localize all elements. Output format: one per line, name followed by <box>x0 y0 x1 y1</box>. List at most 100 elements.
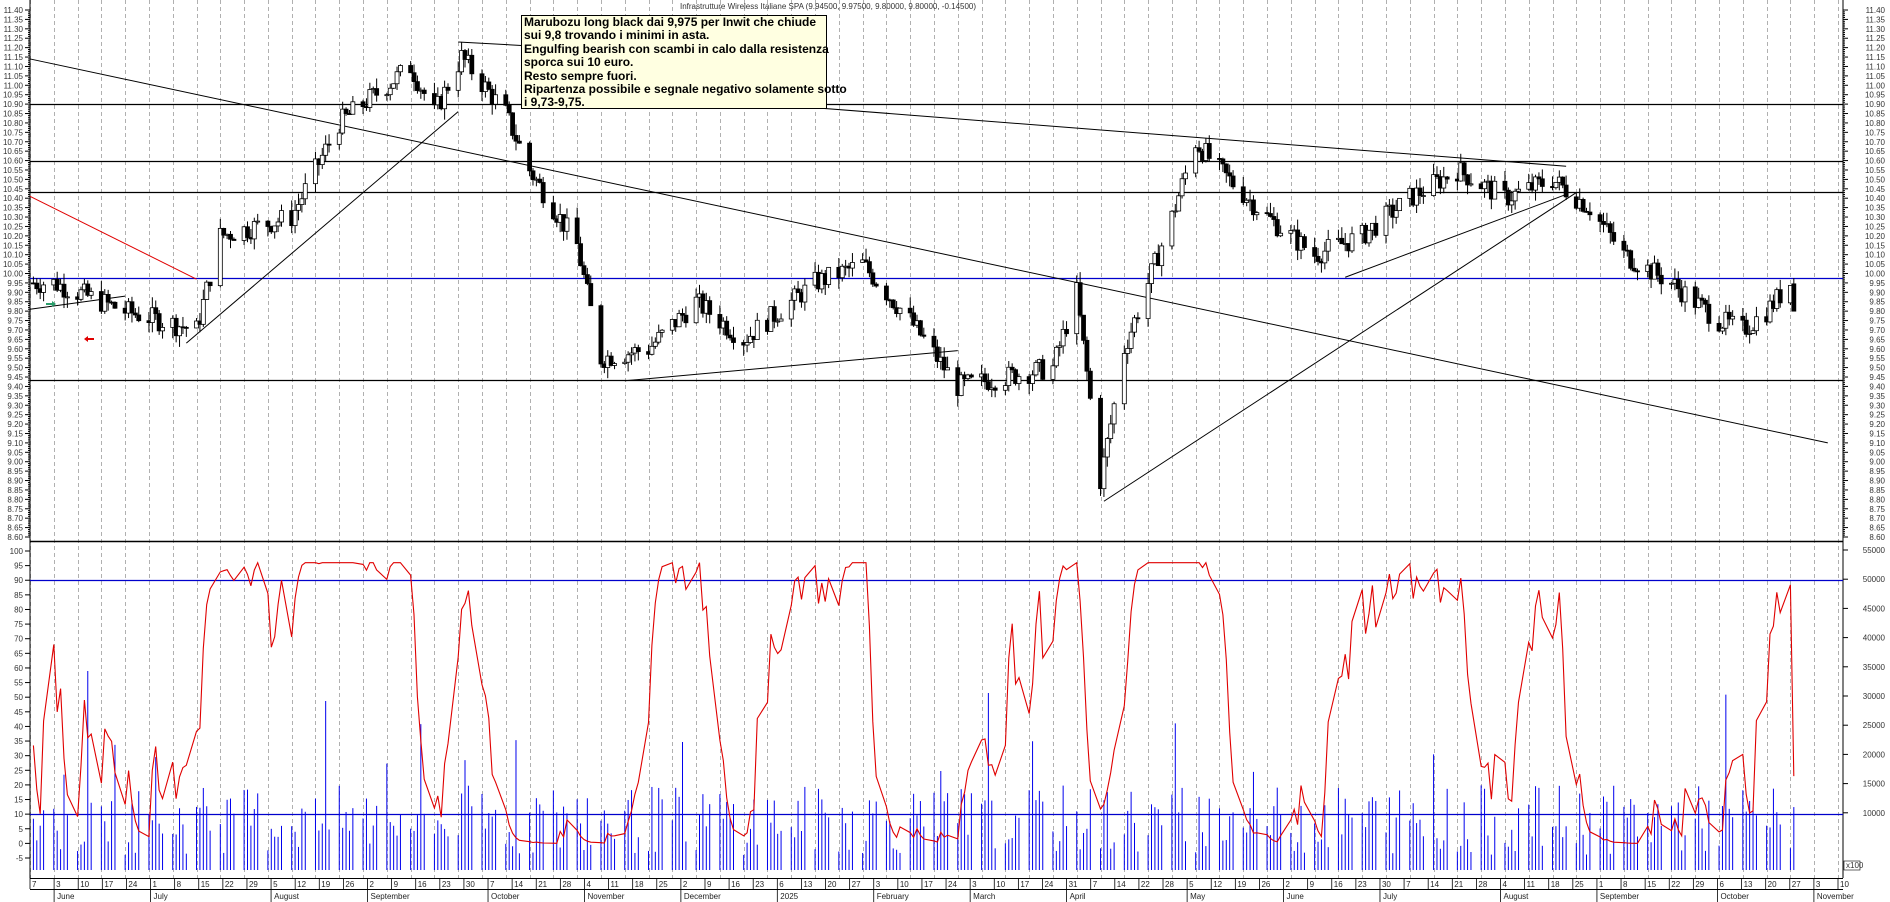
svg-text:6: 6 <box>1719 880 1724 889</box>
svg-text:30: 30 <box>14 752 23 761</box>
svg-text:9.75: 9.75 <box>1869 317 1885 326</box>
svg-text:11.35: 11.35 <box>1866 15 1886 24</box>
svg-text:8.75: 8.75 <box>1869 505 1885 514</box>
svg-text:8.90: 8.90 <box>7 477 23 486</box>
svg-text:7: 7 <box>1406 880 1411 889</box>
svg-text:0: 0 <box>19 839 24 848</box>
svg-text:27: 27 <box>1792 880 1801 889</box>
svg-text:9.50: 9.50 <box>7 364 23 373</box>
svg-text:9: 9 <box>1310 880 1315 889</box>
svg-text:24: 24 <box>1044 880 1053 889</box>
svg-text:30000: 30000 <box>1863 692 1886 701</box>
svg-text:10.65: 10.65 <box>1865 147 1886 156</box>
svg-text:October: October <box>1720 892 1749 901</box>
svg-text:11.10: 11.10 <box>4 62 24 71</box>
svg-text:9.70: 9.70 <box>1869 326 1885 335</box>
svg-text:10.85: 10.85 <box>3 110 24 119</box>
svg-text:8.80: 8.80 <box>7 495 23 504</box>
annotation-line: Ripartenza possibile e segnale negativo … <box>524 82 847 97</box>
svg-text:20: 20 <box>1768 880 1777 889</box>
svg-text:November: November <box>587 892 624 901</box>
svg-text:10.20: 10.20 <box>1865 232 1886 241</box>
svg-text:10.55: 10.55 <box>3 166 24 175</box>
buy-arrow-icon <box>46 301 56 307</box>
svg-text:25: 25 <box>659 880 668 889</box>
svg-text:45000: 45000 <box>1863 604 1886 613</box>
svg-text:10.50: 10.50 <box>3 175 24 184</box>
svg-text:14: 14 <box>1430 880 1439 889</box>
svg-text:9.40: 9.40 <box>7 382 23 391</box>
svg-text:10.60: 10.60 <box>3 157 24 166</box>
svg-text:9: 9 <box>394 880 399 889</box>
svg-text:31: 31 <box>1069 880 1078 889</box>
svg-text:August: August <box>1504 892 1530 901</box>
svg-text:15: 15 <box>14 796 23 805</box>
svg-text:15: 15 <box>1647 880 1656 889</box>
svg-text:10.50: 10.50 <box>1865 175 1886 184</box>
svg-text:8.70: 8.70 <box>1869 514 1885 523</box>
svg-text:11.25: 11.25 <box>1866 34 1886 43</box>
svg-text:8.95: 8.95 <box>7 467 23 476</box>
svg-text:11.30: 11.30 <box>4 25 24 34</box>
svg-text:24: 24 <box>128 880 137 889</box>
svg-text:50000: 50000 <box>1863 575 1886 584</box>
svg-text:February: February <box>877 892 909 901</box>
svg-text:7: 7 <box>1093 880 1098 889</box>
oscillator-line <box>32 561 1795 844</box>
svg-text:11.40: 11.40 <box>4 6 24 15</box>
svg-text:4: 4 <box>586 880 591 889</box>
svg-text:95: 95 <box>14 562 23 571</box>
svg-text:25: 25 <box>14 766 23 775</box>
svg-text:14: 14 <box>514 880 523 889</box>
svg-text:40000: 40000 <box>1863 634 1886 643</box>
svg-text:20: 20 <box>14 781 23 790</box>
svg-text:11: 11 <box>1527 880 1536 889</box>
svg-text:8.60: 8.60 <box>1869 533 1885 542</box>
svg-text:1: 1 <box>153 880 158 889</box>
svg-text:10.90: 10.90 <box>3 100 24 109</box>
svg-text:11.00: 11.00 <box>4 81 24 90</box>
svg-text:19: 19 <box>1237 880 1246 889</box>
svg-text:8.85: 8.85 <box>1869 486 1885 495</box>
svg-text:27: 27 <box>852 880 861 889</box>
svg-text:8.95: 8.95 <box>1869 467 1885 476</box>
svg-text:3: 3 <box>876 880 881 889</box>
svg-text:5: 5 <box>273 880 278 889</box>
svg-text:9.60: 9.60 <box>1869 345 1885 354</box>
svg-text:9.80: 9.80 <box>7 307 23 316</box>
svg-text:9.35: 9.35 <box>1869 392 1885 401</box>
svg-text:9.25: 9.25 <box>7 411 23 420</box>
grid <box>30 0 1839 878</box>
svg-text:10.75: 10.75 <box>1865 128 1886 137</box>
svg-text:1: 1 <box>1599 880 1604 889</box>
svg-text:10: 10 <box>14 810 23 819</box>
svg-text:22: 22 <box>1141 880 1150 889</box>
svg-text:10.25: 10.25 <box>3 222 24 231</box>
chart-title: Infrastrutture Wireless Italiane SPA (9.… <box>680 2 977 11</box>
svg-text:10: 10 <box>1840 880 1849 889</box>
svg-text:7: 7 <box>32 880 37 889</box>
svg-text:18: 18 <box>635 880 644 889</box>
svg-text:4: 4 <box>1503 880 1508 889</box>
svg-text:35000: 35000 <box>1863 663 1886 672</box>
svg-text:26: 26 <box>345 880 354 889</box>
svg-text:10.75: 10.75 <box>3 128 24 137</box>
svg-text:70: 70 <box>14 635 23 644</box>
svg-text:11.20: 11.20 <box>1866 44 1886 53</box>
svg-text:11.30: 11.30 <box>1866 25 1886 34</box>
svg-text:11.25: 11.25 <box>4 34 24 43</box>
svg-text:9.50: 9.50 <box>1869 364 1885 373</box>
svg-text:May: May <box>1190 892 1205 901</box>
svg-text:10.00: 10.00 <box>1865 270 1886 279</box>
svg-text:10.30: 10.30 <box>3 213 24 222</box>
svg-text:10.85: 10.85 <box>1865 110 1886 119</box>
svg-text:29: 29 <box>1695 880 1704 889</box>
svg-text:10.70: 10.70 <box>3 138 24 147</box>
svg-text:9.55: 9.55 <box>1869 354 1885 363</box>
svg-text:22: 22 <box>225 880 234 889</box>
svg-text:6: 6 <box>779 880 784 889</box>
svg-text:9.10: 9.10 <box>1869 439 1885 448</box>
svg-text:8.65: 8.65 <box>1869 524 1885 533</box>
trendlines <box>29 41 1828 502</box>
